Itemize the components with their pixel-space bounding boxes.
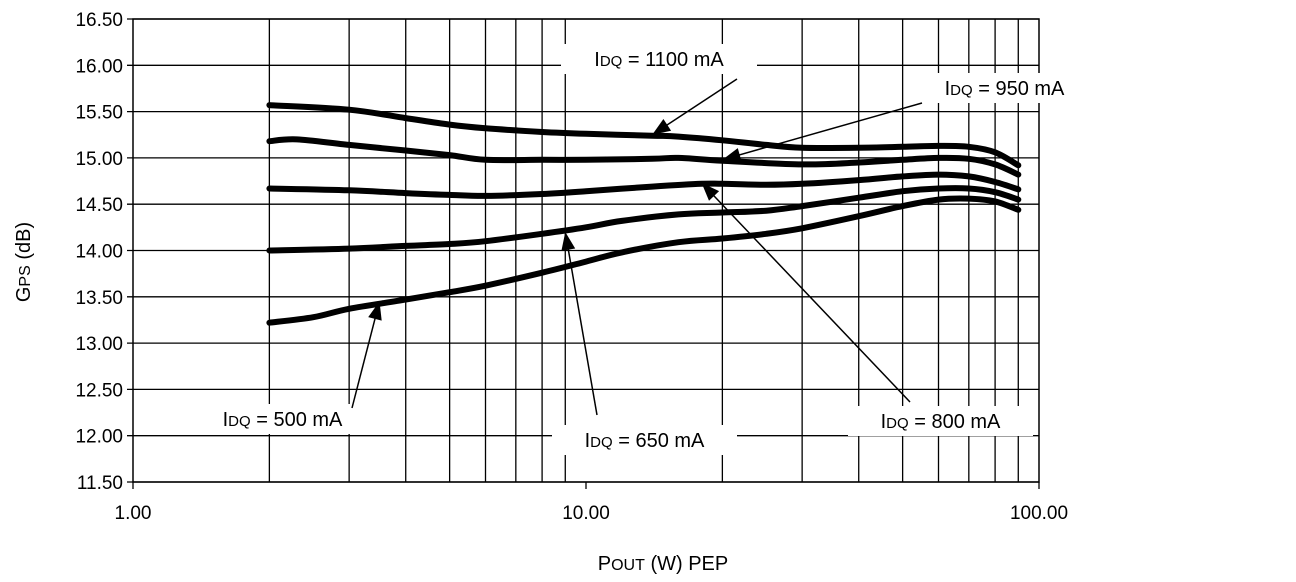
y-tick-label: 14.00 <box>75 242 123 263</box>
annotation-label: IDQ = 800 mA <box>881 411 1001 433</box>
annotation-arrowhead <box>652 119 672 135</box>
y-axis-title: GPS (dB) <box>13 222 35 302</box>
x-tick-label: 10.00 <box>562 503 610 524</box>
annotation-label: IDQ = 500 mA <box>223 409 343 431</box>
y-tick-label: 12.50 <box>75 380 123 401</box>
y-tick-label: 13.00 <box>75 334 123 355</box>
y-tick-label: 16.50 <box>75 10 123 31</box>
annotation-leader <box>732 102 923 158</box>
annotation-label: IDQ = 650 mA <box>585 430 705 452</box>
annotation-arrowhead <box>701 182 720 201</box>
y-tick-label: 14.50 <box>75 195 123 216</box>
annotation-box <box>912 73 1097 103</box>
y-tick-label: 12.00 <box>75 427 123 448</box>
annotation-arrowhead <box>368 301 382 321</box>
series-line-1 <box>266 102 1022 169</box>
annotation-leader <box>660 78 738 130</box>
annotation-4: IDQ = 650 mA <box>552 232 737 455</box>
annotation-leader <box>351 311 378 409</box>
annotation-label: IDQ = 1100 mA <box>594 49 724 71</box>
annotation-arrowhead <box>722 148 742 162</box>
x-tick-label: 100.00 <box>1010 503 1068 524</box>
y-tick-label: 16.00 <box>75 56 123 77</box>
annotation-box <box>552 425 737 455</box>
y-tick-label: 15.00 <box>75 149 123 170</box>
annotation-box <box>195 404 370 434</box>
y-tick-label: 15.50 <box>75 103 123 124</box>
annotation-1: IDQ = 1100 mA <box>561 44 757 135</box>
annotation-3: IDQ = 800 mA <box>701 182 1033 436</box>
y-tick-labels: 11.50 12.00 12.50 13.00 13.50 14.00 14.50 15.00… <box>75 10 123 494</box>
x-tick-labels: 1.00 10.00 100.00 <box>115 503 1069 524</box>
series-line-2 <box>266 136 1022 178</box>
x-axis-title: POUT (W) PEP <box>598 553 728 575</box>
series-line-4 <box>266 185 1022 254</box>
annotations: IDQ = 1100 mA IDQ = 950 mA IDQ = 800 mA IDQ… <box>195 44 1097 455</box>
annotation-5: IDQ = 500 mA <box>195 301 382 434</box>
x-tick-label: 1.00 <box>115 503 152 524</box>
series-line-3 <box>266 171 1022 199</box>
series-lines <box>266 102 1022 326</box>
y-tick-label: 11.50 <box>77 473 123 494</box>
annotation-leader <box>708 190 911 403</box>
annotation-box <box>848 406 1033 436</box>
annotation-box <box>561 44 757 74</box>
annotation-leader <box>566 242 598 416</box>
annotation-2: IDQ = 950 mA <box>722 73 1097 162</box>
annotation-arrowhead <box>561 232 576 251</box>
y-tick-label: 13.50 <box>75 288 123 309</box>
series-line-5 <box>266 195 1022 326</box>
annotation-label: IDQ = 950 mA <box>945 78 1065 100</box>
